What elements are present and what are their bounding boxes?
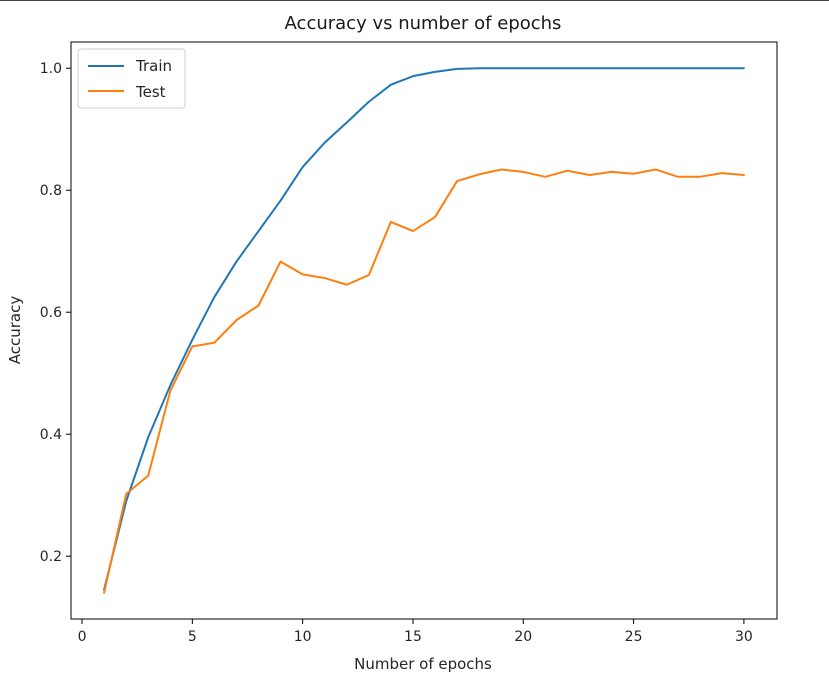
legend-label-test: Test — [135, 83, 166, 101]
axes-frame — [70, 41, 778, 620]
legend-label-train: Train — [135, 57, 172, 75]
y-tick-label: 0.2 — [40, 549, 62, 565]
x-tick-label: 30 — [735, 629, 753, 645]
y-axis-title: Accuracy — [6, 296, 24, 365]
legend-box — [77, 48, 186, 109]
x-tick-label: 0 — [78, 629, 87, 645]
window-top-border — [0, 0, 829, 1]
y-tick-label: 0.6 — [40, 305, 62, 321]
x-tick-label: 5 — [188, 629, 197, 645]
x-tick-label: 25 — [625, 629, 643, 645]
series-line-train — [103, 67, 745, 591]
x-axis-title: Number of epochs — [354, 655, 492, 673]
y-axis: 0.2 0.4 0.6 0.8 1.0 — [40, 61, 71, 565]
x-tick-label: 10 — [294, 629, 312, 645]
x-axis: 0 5 10 15 20 25 30 — [78, 619, 753, 645]
legend: Train Test — [77, 48, 186, 109]
series-line-test — [103, 168, 745, 594]
x-tick-label: 15 — [404, 629, 422, 645]
chart-title: Accuracy vs number of epochs — [285, 13, 562, 34]
y-tick-label: 0.8 — [40, 183, 62, 199]
x-tick-label: 20 — [514, 629, 532, 645]
y-tick-label: 1.0 — [40, 61, 62, 77]
y-tick-label: 0.4 — [40, 427, 62, 443]
plot-area — [103, 67, 745, 594]
